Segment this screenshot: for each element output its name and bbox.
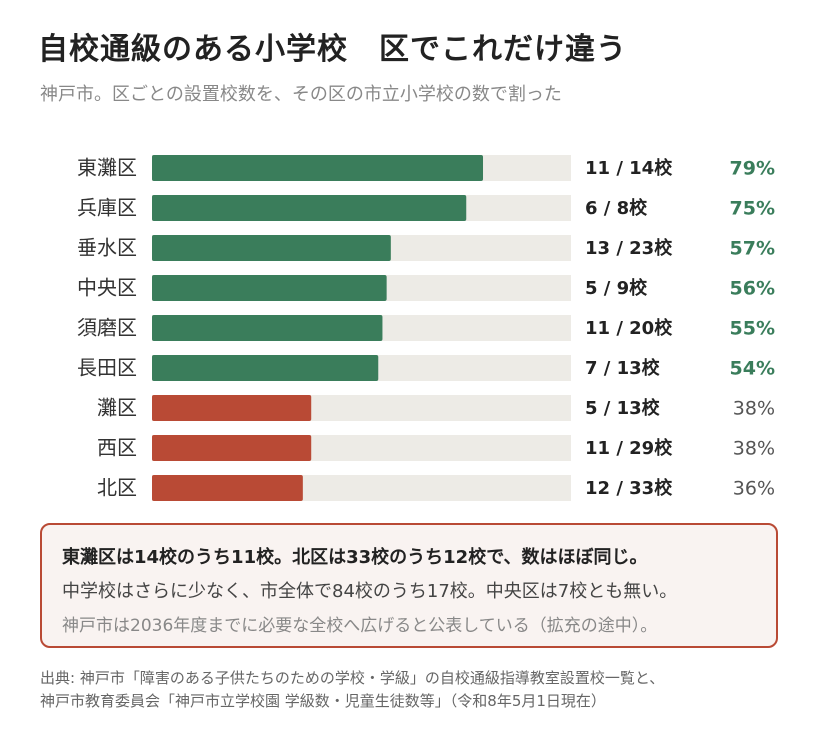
count-label: 7 / 13校 bbox=[585, 357, 661, 379]
value-label: 36% bbox=[733, 478, 775, 500]
count-label: 5 / 13校 bbox=[585, 397, 661, 419]
count-label: 13 / 23校 bbox=[585, 237, 673, 259]
bar bbox=[152, 235, 391, 261]
value-label: 38% bbox=[733, 438, 775, 460]
bar-chart: 東灘区 11 / 14校 79% 兵庫区 6 / 8校 75% 垂水区 13 / 23校 57%… bbox=[77, 155, 775, 501]
bar bbox=[152, 275, 387, 301]
note-box: 東灘区は14校のうち11校。北区は33校のうち12校で、数はほぼ同じ。 中学校は… bbox=[40, 523, 778, 648]
value-label: 55% bbox=[730, 318, 775, 340]
note-line-main: 東灘区は14校のうち11校。北区は33校のうち12校で、数はほぼ同じ。 bbox=[62, 547, 648, 568]
bar bbox=[152, 315, 383, 341]
source-line-1: 出典: 神戸市「障害のある子供たちのための学校・学級」の自校通級指導教室設置校一… bbox=[40, 669, 665, 687]
bar bbox=[152, 475, 303, 501]
value-label: 57% bbox=[730, 238, 775, 260]
count-label: 12 / 33校 bbox=[585, 477, 673, 499]
category-label: 中央区 bbox=[77, 276, 137, 300]
category-label: 須磨区 bbox=[77, 316, 137, 340]
count-label: 11 / 29校 bbox=[585, 437, 673, 459]
value-label: 75% bbox=[730, 198, 775, 220]
category-label: 兵庫区 bbox=[77, 196, 137, 220]
category-label: 北区 bbox=[97, 476, 137, 500]
value-label: 54% bbox=[730, 358, 775, 380]
count-label: 6 / 8校 bbox=[585, 197, 648, 219]
count-label: 11 / 14校 bbox=[585, 157, 673, 179]
bar bbox=[152, 155, 484, 181]
value-label: 79% bbox=[730, 158, 775, 180]
category-label: 灘区 bbox=[97, 396, 137, 420]
count-label: 11 / 20校 bbox=[585, 317, 673, 339]
bar bbox=[152, 395, 312, 421]
count-label: 5 / 9校 bbox=[585, 277, 648, 299]
category-label: 東灘区 bbox=[77, 156, 137, 180]
chart-subtitle: 神戸市。区ごとの設置校数を、その区の市立小学校の数で割った bbox=[40, 84, 562, 105]
category-label: 西区 bbox=[97, 436, 137, 460]
category-label: 長田区 bbox=[77, 356, 137, 380]
value-label: 38% bbox=[733, 398, 775, 420]
note-line-secondary: 中学校はさらに少なく、市全体で84校のうち17校。中央区は7校とも無い。 bbox=[62, 581, 678, 602]
source-line-2: 神戸市教育委員会「神戸市立学校園 学級数・児童生徒数等」（令和8年5月1日現在） bbox=[40, 692, 606, 710]
value-label: 56% bbox=[730, 278, 775, 300]
note-line-tertiary: 神戸市は2036年度までに必要な全校へ広げると公表している（拡充の途中）。 bbox=[62, 616, 658, 636]
source-note: 出典: 神戸市「障害のある子供たちのための学校・学級」の自校通級指導教室設置校一… bbox=[40, 667, 664, 713]
bar bbox=[152, 355, 379, 381]
bar bbox=[152, 195, 467, 221]
bar bbox=[152, 435, 312, 461]
category-label: 垂水区 bbox=[77, 236, 137, 260]
chart-title: 自校通級のある小学校 区でこれだけ違う bbox=[38, 32, 627, 67]
